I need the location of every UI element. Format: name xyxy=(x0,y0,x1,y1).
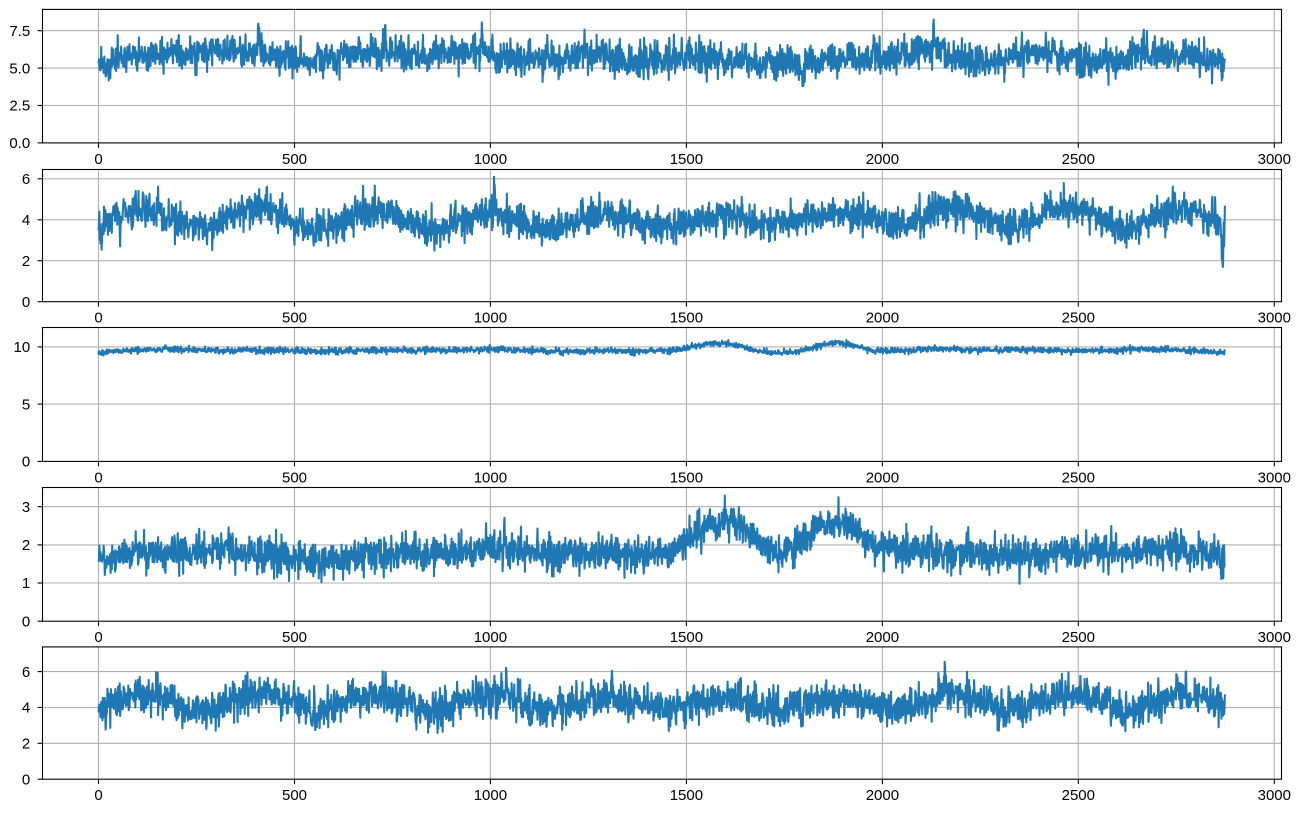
svg-text:0: 0 xyxy=(22,771,30,788)
svg-text:4: 4 xyxy=(22,700,30,717)
svg-text:2: 2 xyxy=(22,537,30,554)
svg-text:3000: 3000 xyxy=(1258,629,1291,646)
svg-text:1500: 1500 xyxy=(670,629,703,646)
svg-text:3000: 3000 xyxy=(1258,469,1291,486)
svg-text:500: 500 xyxy=(282,469,307,486)
svg-text:3000: 3000 xyxy=(1258,787,1291,804)
svg-text:6: 6 xyxy=(22,171,30,188)
svg-text:1500: 1500 xyxy=(670,310,703,327)
svg-text:1000: 1000 xyxy=(474,151,507,168)
svg-text:6: 6 xyxy=(22,664,30,681)
svg-text:500: 500 xyxy=(282,629,307,646)
svg-text:5: 5 xyxy=(22,396,30,413)
svg-text:0: 0 xyxy=(94,151,102,168)
svg-text:0: 0 xyxy=(22,454,30,471)
svg-text:0: 0 xyxy=(94,469,102,486)
svg-text:2000: 2000 xyxy=(866,151,899,168)
svg-text:1: 1 xyxy=(22,575,30,592)
svg-text:7.5: 7.5 xyxy=(9,23,30,40)
svg-text:1500: 1500 xyxy=(670,787,703,804)
svg-text:5.0: 5.0 xyxy=(9,60,30,77)
svg-text:1500: 1500 xyxy=(670,151,703,168)
svg-text:2000: 2000 xyxy=(866,629,899,646)
svg-text:3: 3 xyxy=(22,499,30,516)
svg-text:2500: 2500 xyxy=(1062,310,1095,327)
svg-text:0: 0 xyxy=(94,310,102,327)
svg-text:2: 2 xyxy=(22,253,30,270)
svg-text:3000: 3000 xyxy=(1258,151,1291,168)
svg-text:2500: 2500 xyxy=(1062,629,1095,646)
svg-text:2500: 2500 xyxy=(1062,469,1095,486)
svg-text:3000: 3000 xyxy=(1258,310,1291,327)
svg-text:10: 10 xyxy=(14,339,31,356)
svg-text:1000: 1000 xyxy=(474,310,507,327)
svg-text:4: 4 xyxy=(22,212,30,229)
svg-text:2: 2 xyxy=(22,736,30,753)
svg-text:0: 0 xyxy=(22,613,30,630)
svg-text:0: 0 xyxy=(22,294,30,311)
svg-text:1500: 1500 xyxy=(670,469,703,486)
svg-text:1000: 1000 xyxy=(474,787,507,804)
svg-text:0.0: 0.0 xyxy=(9,135,30,152)
svg-text:500: 500 xyxy=(282,310,307,327)
svg-text:1000: 1000 xyxy=(474,629,507,646)
svg-text:2.5: 2.5 xyxy=(9,98,30,115)
svg-text:1000: 1000 xyxy=(474,469,507,486)
svg-text:2000: 2000 xyxy=(866,310,899,327)
svg-text:2000: 2000 xyxy=(866,469,899,486)
svg-text:2000: 2000 xyxy=(866,787,899,804)
svg-text:0: 0 xyxy=(94,629,102,646)
svg-text:2500: 2500 xyxy=(1062,787,1095,804)
svg-text:2500: 2500 xyxy=(1062,151,1095,168)
svg-text:0: 0 xyxy=(94,787,102,804)
svg-text:500: 500 xyxy=(282,151,307,168)
svg-text:500: 500 xyxy=(282,787,307,804)
